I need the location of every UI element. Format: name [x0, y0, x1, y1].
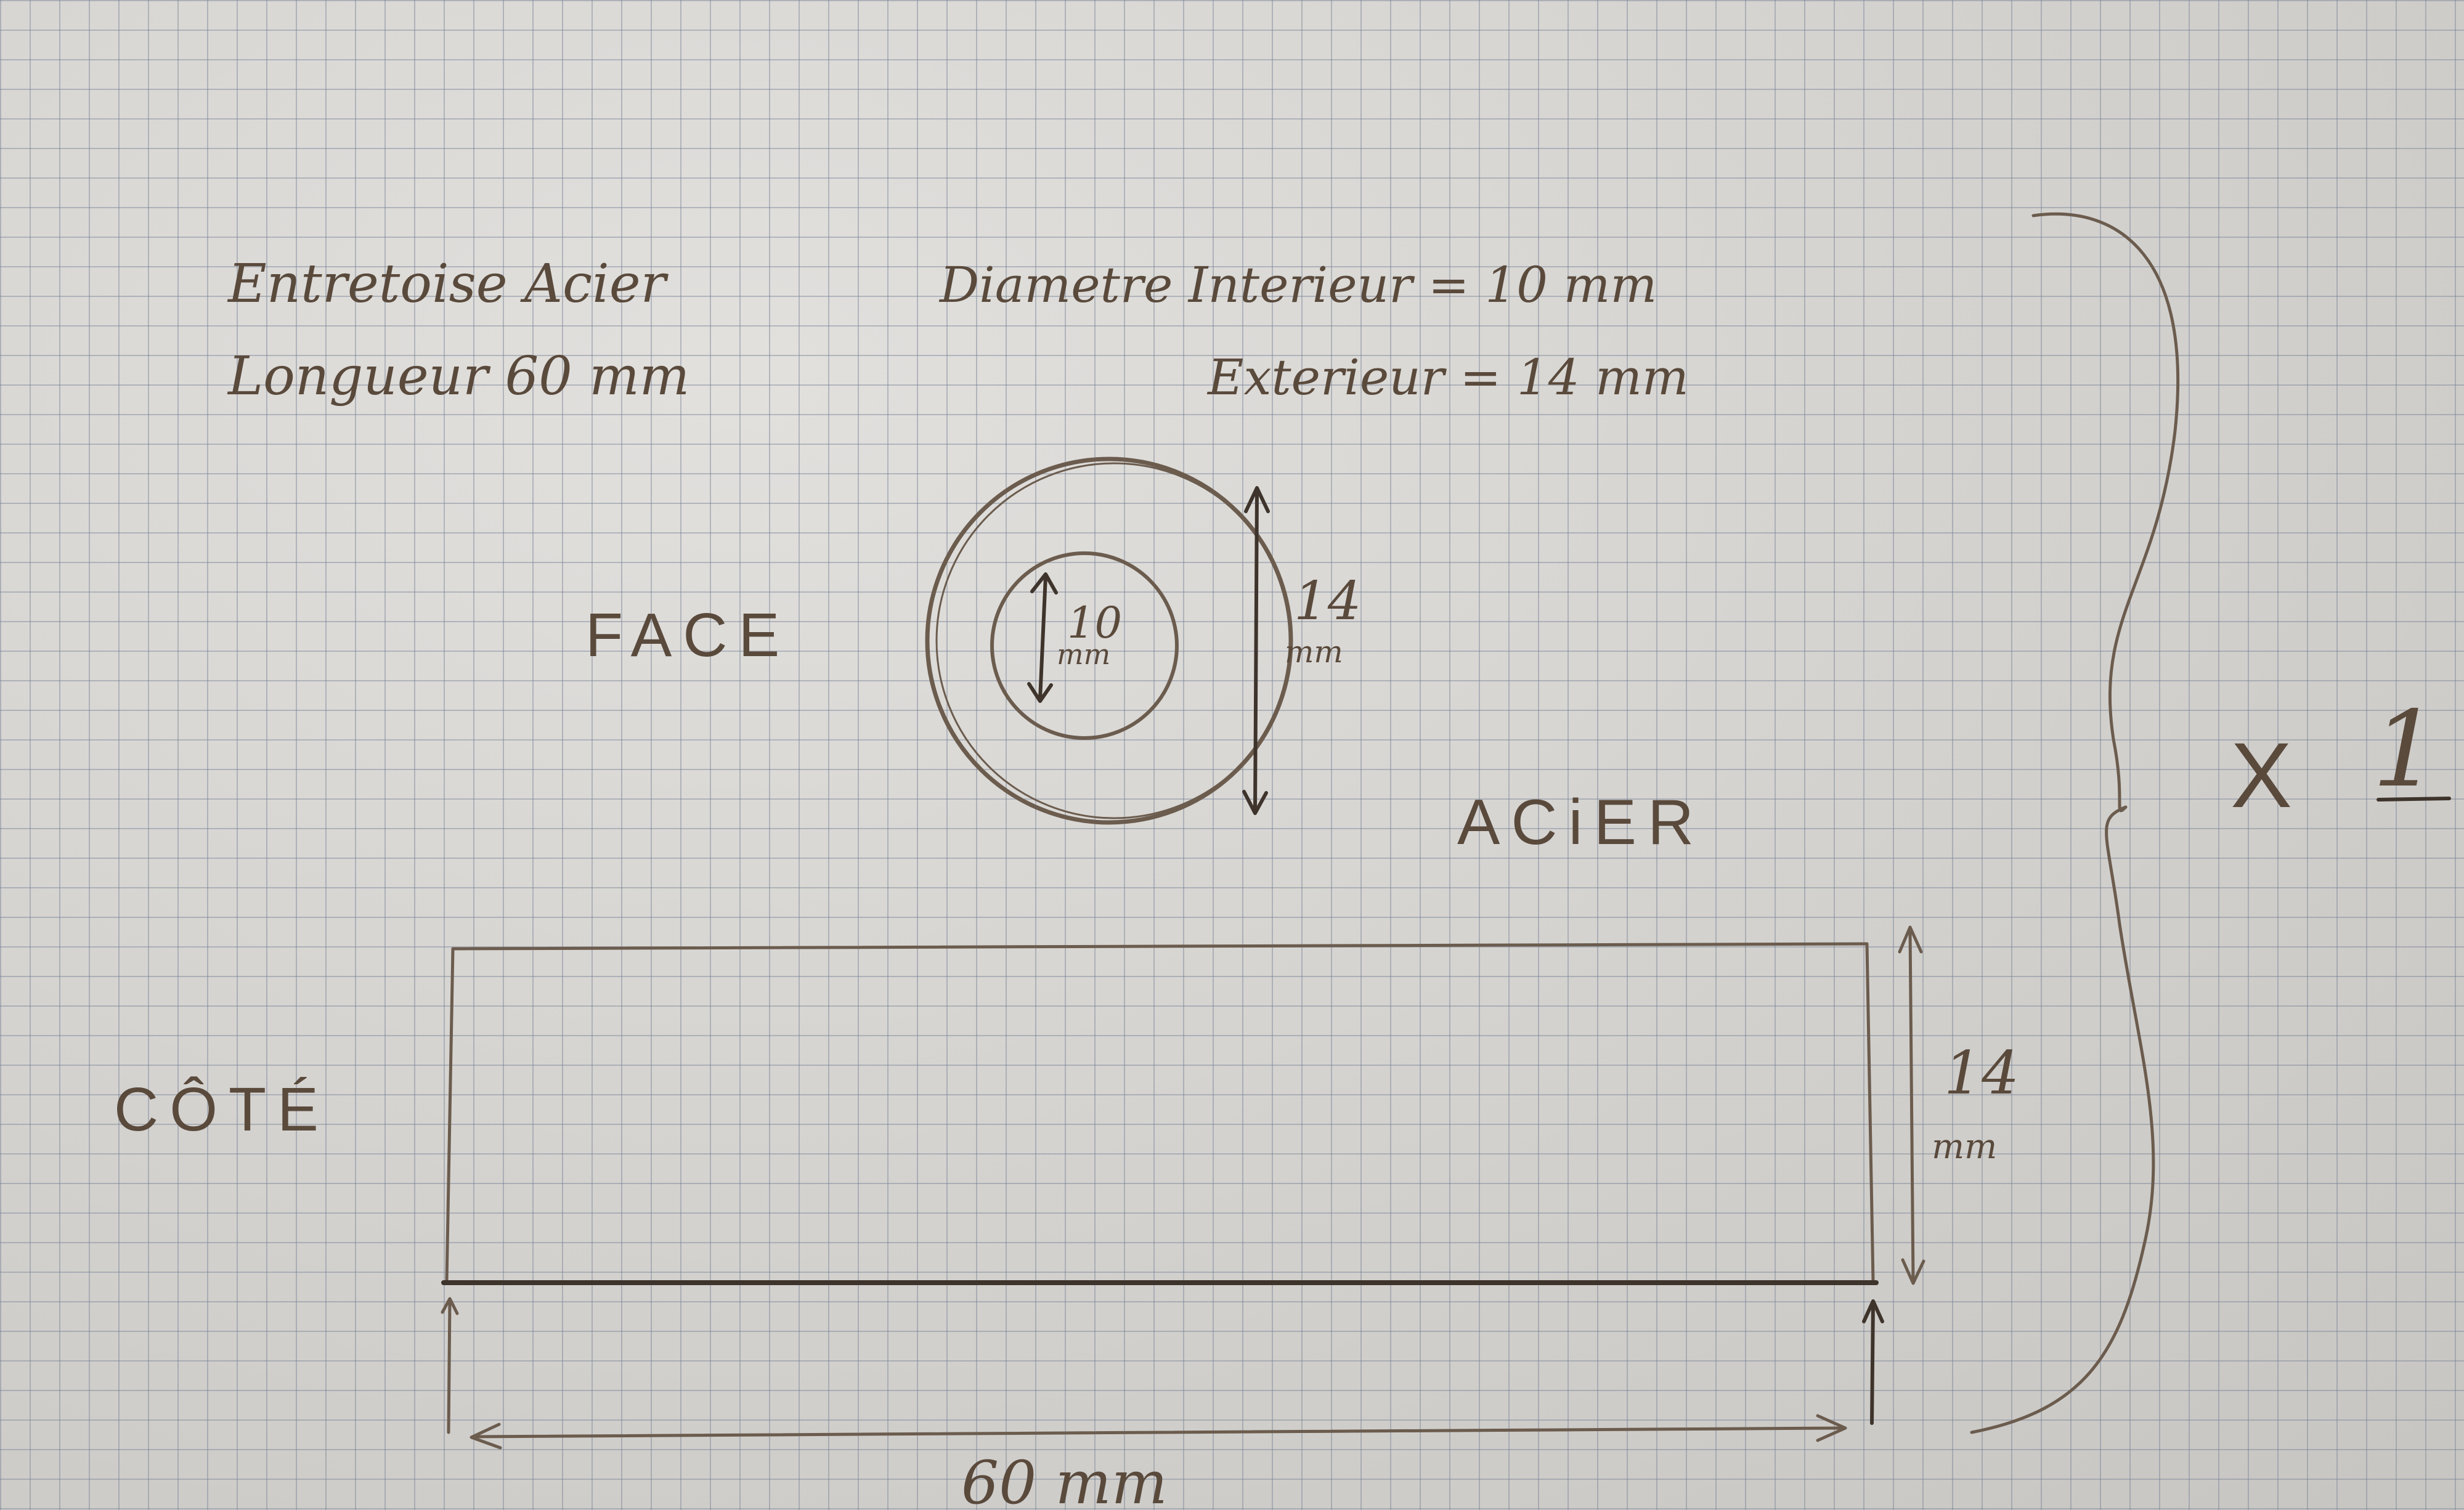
- inner-dim-unit: mm: [1057, 638, 1110, 671]
- outer-dim-unit: mm: [1285, 634, 1343, 670]
- side-view-rectangle: [441, 942, 1879, 1285]
- outer-circle-retrace: [935, 462, 1293, 819]
- side-height-arrow: [1898, 925, 1925, 1285]
- inner-diameter-arrow: [1027, 572, 1058, 703]
- inner-dim-value: 10: [1067, 598, 1122, 648]
- quantity-underline: [2377, 797, 2451, 802]
- part-name-text: Entretoise Acier: [227, 253, 669, 315]
- outer-dim-value: 14: [1294, 570, 1361, 632]
- side-height-value: 14: [1944, 1039, 2019, 1108]
- material-label: ACiER: [1457, 787, 1705, 858]
- length-text: Longueur 60 mm: [227, 346, 689, 407]
- length-dim-text: 60 mm: [961, 1448, 1168, 1510]
- inner-diameter-text: Diametre Interieur = 10 mm: [938, 256, 1657, 314]
- side-height-unit: mm: [1932, 1127, 1997, 1167]
- face-view-label: FACE: [585, 601, 791, 670]
- outer-diameter-text: Exterieur = 14 mm: [1206, 349, 1689, 406]
- grouping-brace: [1970, 212, 2179, 1434]
- length-dimension-arrow: [441, 1297, 1884, 1450]
- outer-diameter-arrow: [1242, 486, 1270, 815]
- inner-circle: [990, 551, 1179, 740]
- quantity-multiplier: X: [2230, 723, 2303, 827]
- side-view-label: CÔTÉ: [114, 1075, 330, 1144]
- quantity-count: 1: [2372, 689, 2439, 811]
